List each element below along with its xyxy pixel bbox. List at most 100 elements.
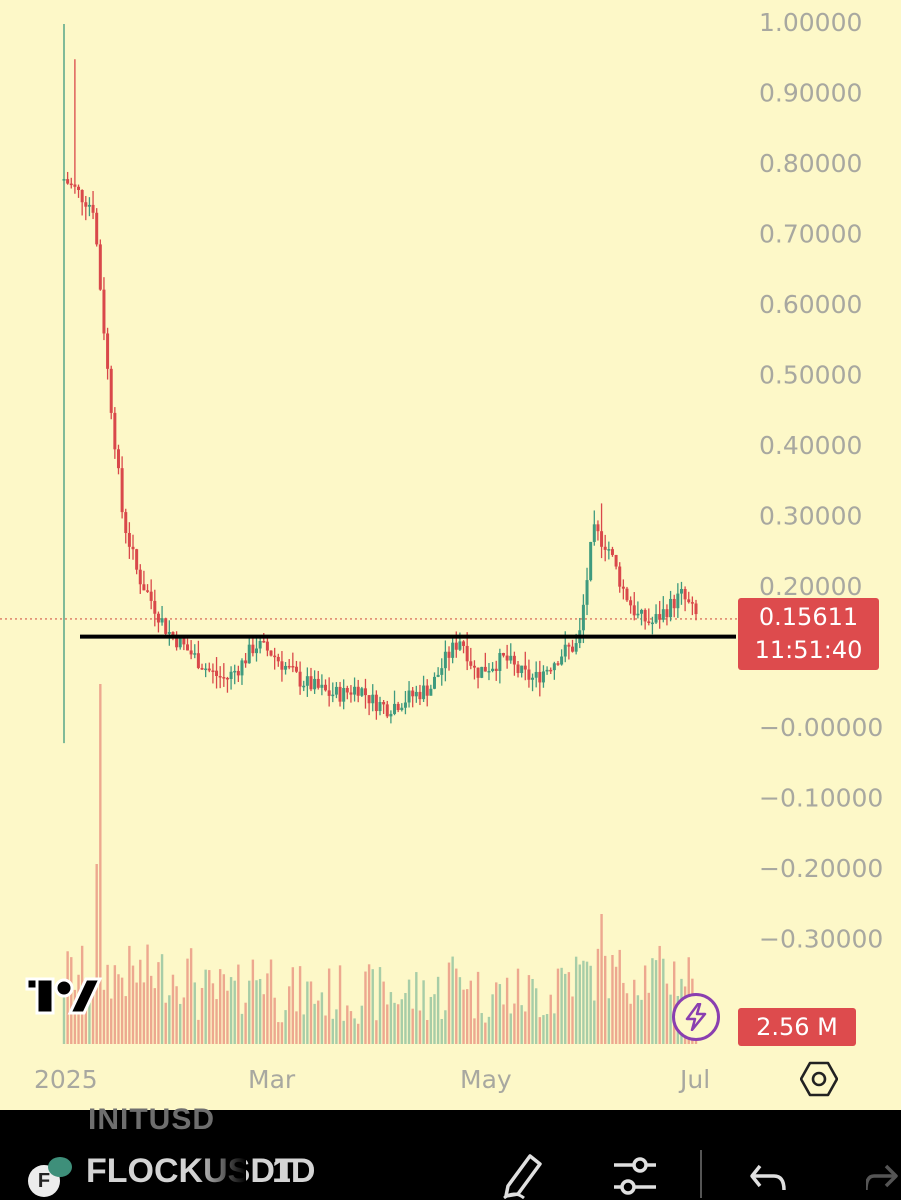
chart-area[interactable]: 1.00000 0.90000 0.80000 0.70000 0.60000 0.500… (0, 0, 901, 1110)
candle-body (429, 688, 433, 696)
volume-bar (436, 976, 440, 1044)
candle-body (87, 204, 91, 207)
candle-body (225, 677, 229, 680)
pencil-icon[interactable] (500, 1150, 548, 1200)
candle-body (276, 656, 280, 662)
candle-body (222, 677, 226, 679)
volume-bar (418, 1010, 422, 1044)
volume-bar (567, 972, 571, 1044)
candle-body (640, 609, 644, 614)
candle-body (654, 614, 658, 623)
candle-body (487, 670, 491, 673)
volume-bar (175, 986, 178, 1044)
candle-body (400, 707, 404, 711)
candle-body (138, 569, 142, 585)
volume-bar (640, 999, 643, 1044)
candle-body (255, 648, 259, 654)
volume-bar (545, 1014, 549, 1044)
volume-bar (375, 1020, 378, 1044)
volume-bar (396, 1004, 400, 1044)
volume-bar (353, 1018, 356, 1044)
volume-bar (440, 1018, 443, 1044)
candle-body (207, 668, 211, 671)
candle-body (342, 688, 346, 702)
volume-bar (102, 989, 106, 1044)
candle-body (360, 688, 364, 696)
volume-bar (629, 1003, 632, 1044)
candle-body (411, 690, 415, 697)
candle-body (189, 650, 193, 655)
candle-body (494, 668, 498, 671)
interval-label[interactable]: 1D (272, 1152, 316, 1190)
volume-bar (287, 986, 291, 1044)
candle-body (505, 655, 509, 661)
volume-bar (84, 992, 87, 1044)
settings-icon[interactable] (800, 1060, 838, 1098)
candle-body (418, 691, 422, 700)
volume-bar (349, 1011, 353, 1044)
candle-body (327, 690, 331, 696)
undo-icon[interactable] (748, 1160, 790, 1196)
candle-body (534, 671, 538, 678)
redo-icon[interactable] (866, 1160, 901, 1196)
previous-symbol-label[interactable]: INITUSD (88, 1103, 215, 1136)
symbol-label[interactable]: FLOCKUSDT (86, 1152, 296, 1190)
candle-body (432, 676, 436, 689)
candle-body (280, 661, 284, 670)
volume-bar (342, 1020, 345, 1044)
candle-body (363, 688, 367, 696)
volume-bar (429, 996, 433, 1044)
volume-bar (447, 962, 451, 1044)
volume-bar (400, 999, 403, 1044)
volume-bar (291, 967, 295, 1044)
volume-bar (386, 1004, 389, 1044)
volume-bar (237, 964, 240, 1044)
volume-bar (669, 994, 672, 1044)
candle-body (447, 651, 451, 658)
volume-bar (574, 956, 578, 1044)
candle-body (236, 670, 240, 676)
volume-bar (99, 684, 102, 1044)
volume-bar (211, 983, 215, 1044)
volume-bar (357, 1023, 360, 1044)
candle-body (291, 665, 295, 668)
candle-body (650, 622, 654, 625)
candle-body (124, 512, 128, 534)
candle-body (353, 686, 357, 695)
candle-body (211, 670, 215, 672)
candle-body (560, 656, 564, 665)
candle-body (73, 184, 77, 187)
price-chart[interactable]: 1.00000 0.90000 0.80000 0.70000 0.60000 0.500… (0, 0, 901, 1110)
candle-body (610, 549, 614, 555)
candle-body (501, 653, 505, 656)
candle-body (334, 686, 338, 695)
candle-body (196, 653, 200, 668)
candle-body (672, 598, 676, 609)
flash-button[interactable] (672, 993, 720, 1041)
volume-bar (465, 989, 469, 1044)
volume-bar (411, 1008, 414, 1044)
candle-body (244, 660, 248, 664)
candle-body (313, 678, 317, 690)
candle-body (284, 665, 288, 670)
candle-body (116, 449, 120, 469)
candle-body (690, 602, 694, 604)
sliders-icon[interactable] (610, 1155, 660, 1200)
candle-body (574, 643, 578, 652)
last-price-badge: 0.15611 11:51:40 (738, 598, 879, 670)
volume-bar (280, 1022, 284, 1044)
toolbar-divider (700, 1150, 702, 1198)
volume-bar (509, 1013, 512, 1044)
volume-bar (218, 969, 222, 1044)
candle-body (592, 524, 596, 542)
candle-body (167, 631, 171, 634)
candle-body (374, 694, 378, 712)
volume-bar (335, 1009, 338, 1044)
volume-bar (149, 975, 153, 1044)
volume-bar (360, 1005, 364, 1044)
candle-body (66, 179, 70, 184)
candle-body (676, 593, 680, 609)
candle-body (109, 368, 113, 413)
volume-bar (226, 990, 229, 1044)
candle-body (465, 645, 469, 662)
